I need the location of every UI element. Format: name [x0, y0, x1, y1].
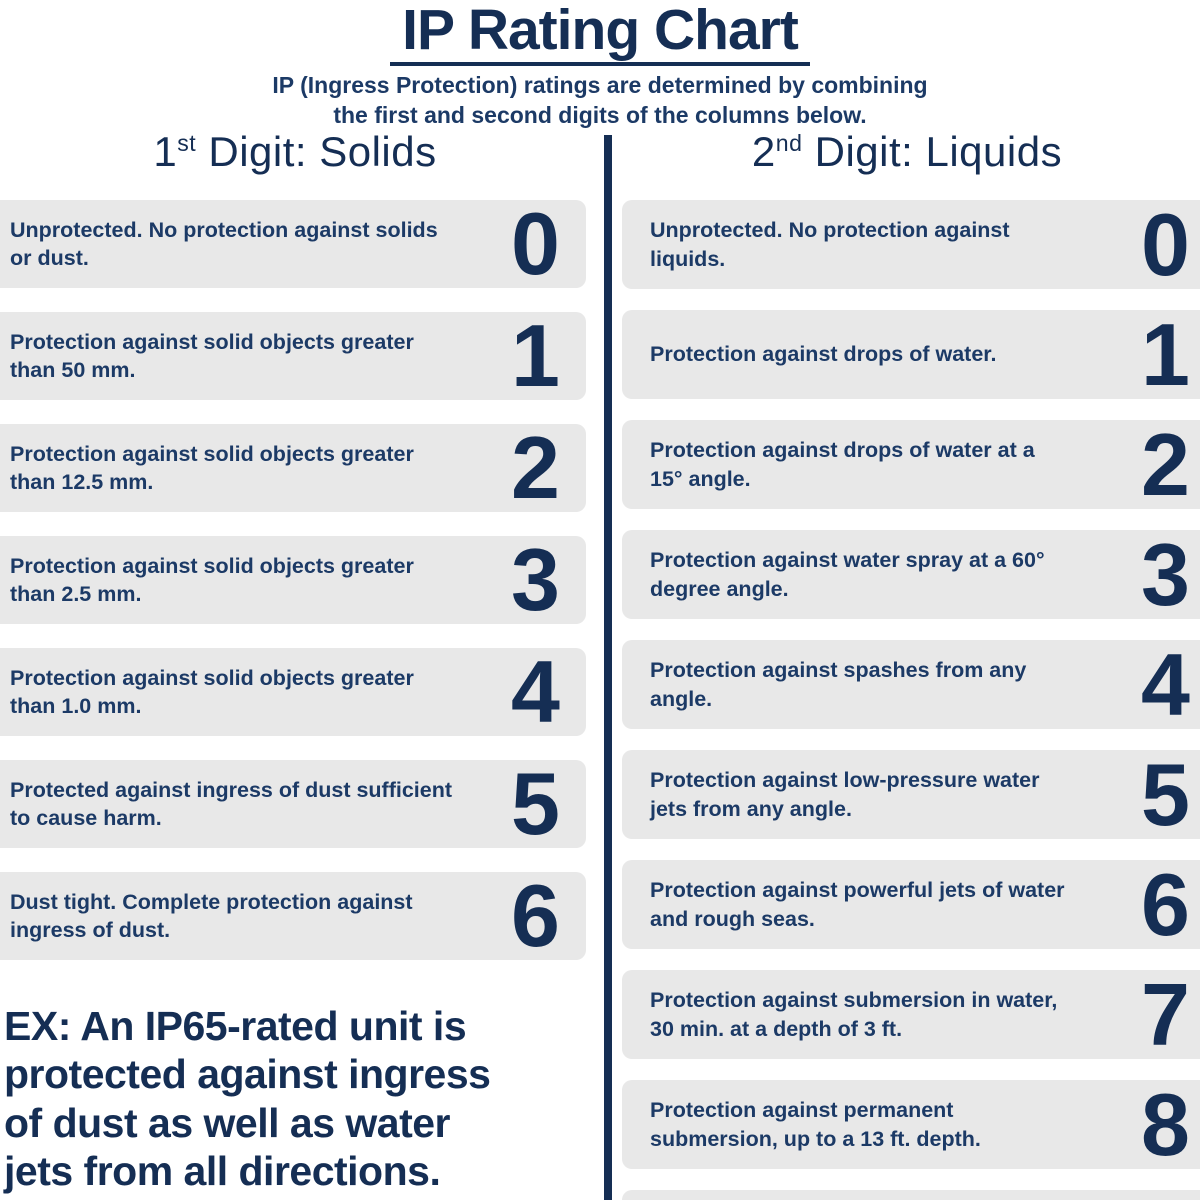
rating-digit: 4	[1141, 634, 1190, 734]
rating-row: Protection against drops of water at a 1…	[622, 420, 1200, 509]
rating-row: Protection against water spray at a 60° …	[622, 530, 1200, 619]
rating-row-partial	[622, 1190, 1200, 1200]
rating-row: Dust tight. Complete protection against …	[0, 872, 586, 960]
rating-description: Protection against spashes from any angl…	[650, 658, 1027, 711]
rating-digit: 2	[1141, 414, 1190, 514]
rating-digit: 4	[511, 642, 560, 741]
liquids-column-heading: 2nd Digit: Liquids	[614, 128, 1200, 176]
rating-digit: 7	[1141, 964, 1190, 1064]
rating-description: Unprotected. No protection against solid…	[10, 217, 438, 270]
rating-digit: 1	[1141, 304, 1190, 404]
rating-row: Protection against powerful jets of wate…	[622, 860, 1200, 949]
solids-heading-number: 1	[153, 128, 178, 175]
rating-description: Protection against drops of water at a 1…	[650, 438, 1035, 491]
rating-description: Protection against water spray at a 60° …	[650, 548, 1045, 601]
rating-row: Protection against solid objects greater…	[0, 424, 586, 512]
rating-row: Protection against solid objects greater…	[0, 312, 586, 400]
rating-row: Protection against drops of water. 1	[622, 310, 1200, 399]
page-subtitle: IP (Ingress Protection) ratings are dete…	[272, 72, 928, 128]
rating-description: Protection against permanent submersion,…	[650, 1098, 981, 1151]
rating-description: Protection against solid objects greater…	[10, 553, 414, 606]
rating-row: Unprotected. No protection against liqui…	[622, 200, 1200, 289]
rating-description: Protection against solid objects greater…	[10, 665, 414, 718]
rating-description: Unprotected. No protection against liqui…	[650, 218, 1010, 271]
solids-rating-list: Unprotected. No protection against solid…	[0, 200, 586, 960]
rating-description: Dust tight. Complete protection against …	[10, 889, 413, 942]
rating-row: Protection against solid objects greater…	[0, 648, 586, 736]
rating-description: Protected against ingress of dust suffic…	[10, 777, 453, 830]
rating-description: Protection against powerful jets of wate…	[650, 878, 1065, 931]
rating-row: Protection against permanent submersion,…	[622, 1080, 1200, 1169]
page-header: IP Rating Chart IP (Ingress Protection) …	[0, 0, 1200, 131]
rating-digit: 6	[1141, 854, 1190, 954]
rating-row: Unprotected. No protection against solid…	[0, 200, 586, 288]
rating-digit: 3	[1141, 524, 1190, 624]
rating-description: Protection against drops of water.	[650, 342, 997, 367]
liquids-heading-number: 2	[751, 128, 776, 175]
page-title: IP Rating Chart	[390, 2, 810, 66]
column-divider	[604, 135, 612, 1200]
solids-heading-ordinal: st	[177, 130, 197, 156]
liquids-heading-ordinal: nd	[775, 130, 803, 156]
solids-heading-label: Digit: Solids	[196, 128, 437, 175]
rating-digit: 1	[511, 306, 560, 405]
rating-digit: 2	[511, 418, 560, 517]
rating-row: Protection against spashes from any angl…	[622, 640, 1200, 729]
rating-description: Protection against solid objects greater…	[10, 329, 414, 382]
rating-digit: 3	[511, 530, 560, 629]
solids-column-heading: 1st Digit: Solids	[0, 128, 590, 176]
rating-digit: 5	[511, 754, 560, 853]
rating-description: Protection against solid objects greater…	[10, 441, 414, 494]
rating-digit: 6	[511, 866, 560, 965]
liquids-rating-list: Unprotected. No protection against liqui…	[622, 200, 1200, 1169]
rating-digit: 8	[1141, 1074, 1190, 1174]
rating-description: Protection against submersion in water, …	[650, 988, 1058, 1041]
example-text: EX: An IP65-rated unit is protected agai…	[4, 1003, 491, 1195]
rating-description: Protection against low-pressure water je…	[650, 768, 1040, 821]
rating-row: Protection against submersion in water, …	[622, 970, 1200, 1059]
rating-digit: 5	[1141, 744, 1190, 844]
rating-digit: 0	[511, 194, 560, 293]
rating-row: Protected against ingress of dust suffic…	[0, 760, 586, 848]
rating-digit: 0	[1141, 194, 1190, 294]
rating-row: Protection against low-pressure water je…	[622, 750, 1200, 839]
liquids-heading-label: Digit: Liquids	[802, 128, 1063, 175]
rating-row: Protection against solid objects greater…	[0, 536, 586, 624]
